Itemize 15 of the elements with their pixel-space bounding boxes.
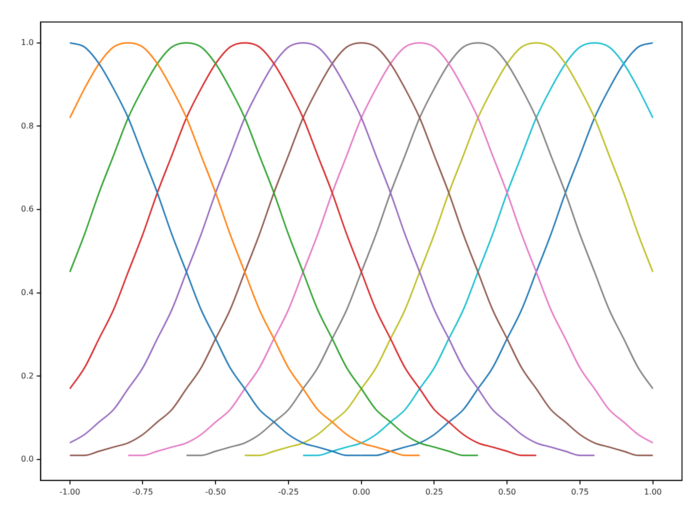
y-tick-label: 0.4	[20, 288, 34, 297]
y-tick-label: 0.6	[20, 204, 34, 214]
x-tick-label: 0.50	[498, 487, 516, 496]
x-tick-label: -0.25	[278, 487, 299, 496]
y-tick-label: 0.2	[20, 371, 34, 380]
x-tick-label: 1.00	[644, 487, 662, 496]
x-tick-label: -0.50	[205, 487, 226, 496]
x-tick-label: 0.00	[352, 487, 370, 496]
y-tick-label: 0.0	[20, 454, 34, 464]
x-tick-label: -1.00	[60, 487, 80, 496]
x-tick-label: 0.75	[571, 487, 589, 496]
y-tick-label: 0.8	[20, 121, 34, 130]
y-tick-label: 1.0	[20, 38, 34, 47]
x-tick-label: -0.75	[132, 487, 154, 496]
x-tick-label: 0.25	[425, 487, 444, 496]
